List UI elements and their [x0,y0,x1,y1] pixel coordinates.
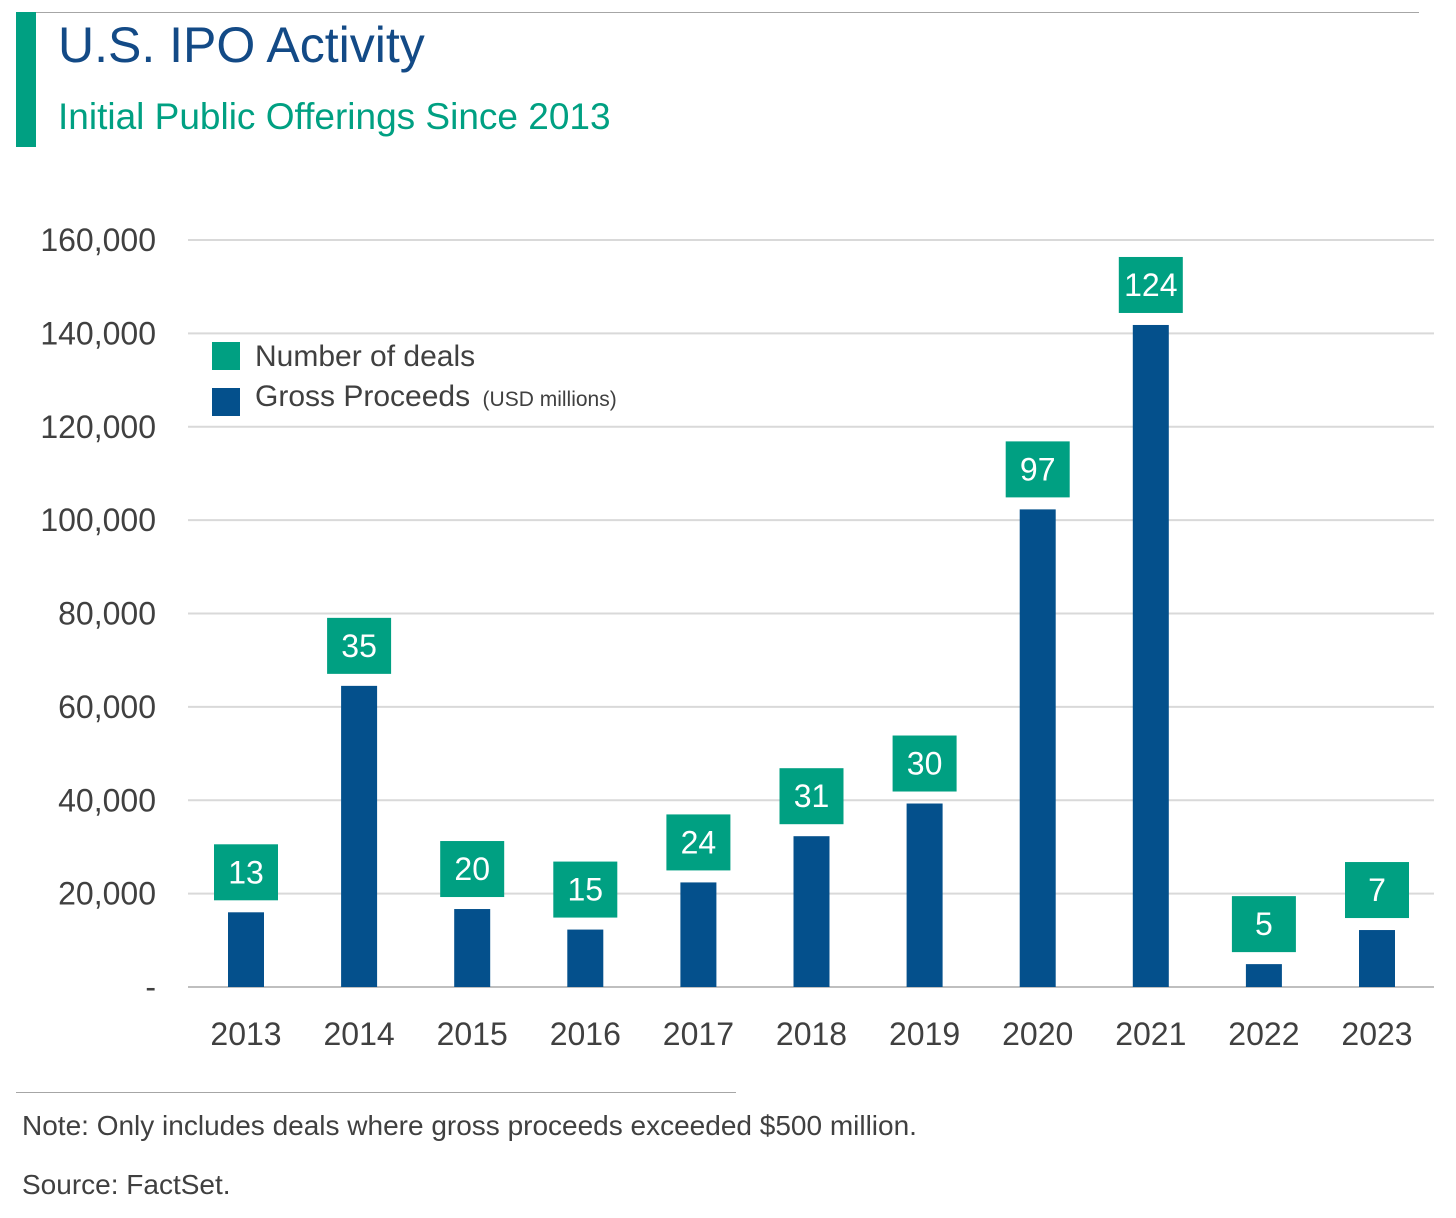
deal-count-box-2020 [1005,441,1070,498]
deal-count-labels: 13 35 20 15 24 31 30 97 124 5 7 [214,256,1409,953]
gridlines [188,239,1434,988]
y-tick-label: 160,000 [40,222,156,258]
footer-rule [16,1092,736,1093]
y-tick-label: 100,000 [40,502,156,538]
deal-count-label-2018: 31 [794,778,830,814]
proceeds-bars [228,324,1395,987]
deal-count-box-2019 [892,735,957,792]
x-tick-label-2017: 2017 [663,1016,734,1052]
deal-count-box-2015 [440,841,505,898]
legend-swatch-proceeds [212,388,240,416]
proceeds-bar-2019 [906,803,943,987]
y-axis-ticks: - 20,000 40,000 60,000 80,000 100,000 120,000 1… [40,222,156,1005]
ipo-bar-chart: - 20,000 40,000 60,000 80,000 100,000 120,000 1… [40,222,1434,1052]
deal-count-label-2019: 30 [907,746,943,782]
proceeds-bar-2022 [1245,964,1282,987]
proceeds-bar-2016 [567,929,604,987]
x-tick-label-2020: 2020 [1002,1016,1073,1052]
legend-swatch-deals [212,342,240,370]
legend-label-deals: Number of deals [255,340,475,373]
proceeds-bar-2021 [1132,324,1169,987]
legend: Number of deals Gross Proceeds (USD mill… [212,340,617,416]
footer-source: Source: FactSet. [22,1169,231,1200]
y-tick-label: 20,000 [58,876,156,912]
deal-count-box-2013 [214,844,278,901]
x-tick-label-2021: 2021 [1115,1016,1186,1052]
deal-count-box-2022 [1231,896,1296,953]
x-tick-label-2023: 2023 [1341,1016,1412,1052]
deal-count-label-2015: 20 [454,851,490,887]
y-tick-label: 140,000 [40,315,156,351]
deal-count-label-2021: 124 [1124,267,1177,303]
proceeds-bar-2013 [228,912,264,987]
y-tick-label: - [145,969,156,1005]
proceeds-bar-2015 [454,909,491,987]
y-tick-label: 80,000 [58,596,156,632]
proceeds-bar-2020 [1019,509,1056,987]
chart-subtitle: Initial Public Offerings Since 2013 [58,96,611,137]
top-rule [36,12,1419,13]
x-tick-label-2022: 2022 [1228,1016,1299,1052]
proceeds-bar-2018 [793,836,830,987]
title-accent-bar [16,12,36,147]
x-tick-label-2016: 2016 [550,1016,621,1052]
deal-count-box-2023 [1345,862,1409,919]
legend-label-proceeds: Gross Proceeds [255,380,470,413]
x-axis-ticks: 2013 2014 2015 2016 2017 2018 2019 2020 2021 2022… [210,1016,1412,1052]
deal-count-box-2014 [327,617,392,674]
deal-count-box-2021 [1118,256,1183,313]
proceeds-bar-2017 [680,882,717,987]
x-tick-label-2014: 2014 [324,1016,395,1052]
deal-count-box-2016 [553,861,618,918]
y-tick-label: 60,000 [58,689,156,725]
deal-count-label-2013: 13 [228,854,264,890]
x-tick-label-2013: 2013 [210,1016,281,1052]
y-tick-label: 120,000 [40,409,156,445]
deal-count-label-2023: 7 [1368,872,1386,908]
chart-title: U.S. IPO Activity [58,17,425,73]
deal-count-label-2017: 24 [681,824,717,860]
deal-count-label-2014: 35 [341,628,377,664]
x-tick-label-2015: 2015 [437,1016,508,1052]
footer-note: Note: Only includes deals where gross pr… [22,1110,917,1141]
y-tick-label: 40,000 [58,782,156,818]
x-tick-label-2018: 2018 [776,1016,847,1052]
deal-count-box-2018 [779,768,844,825]
deal-count-label-2020: 97 [1020,451,1056,487]
legend-label-proceeds-unit: (USD millions) [483,388,617,411]
proceeds-bar-2014 [341,685,378,987]
proceeds-bar-2023 [1359,930,1395,987]
x-tick-label-2019: 2019 [889,1016,960,1052]
deal-count-box-2017 [666,814,731,871]
deal-count-label-2022: 5 [1255,906,1273,942]
deal-count-label-2016: 15 [568,872,604,908]
legend-entry-proceeds: Gross Proceeds (USD millions) [255,380,617,413]
